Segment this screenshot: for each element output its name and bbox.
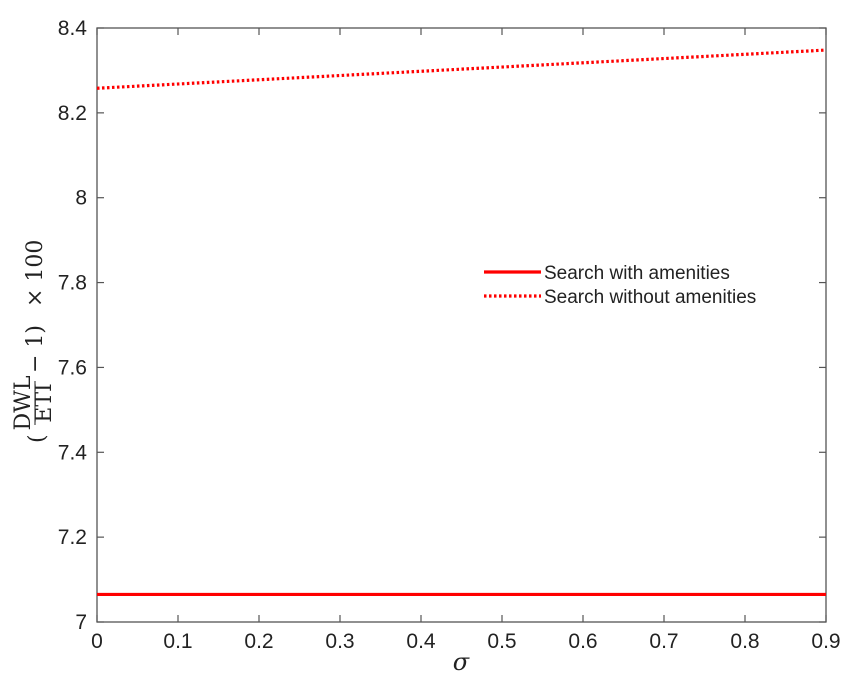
y-axis-label-times-100: × 100 bbox=[23, 240, 48, 307]
x-tick-label: 0.7 bbox=[649, 630, 678, 653]
y-tick-label: 7 bbox=[75, 611, 87, 634]
legend-label: Search with amenities bbox=[544, 263, 730, 284]
plot-area bbox=[96, 27, 827, 623]
y-axis-label: ( DWL ETI − 1) × 100 bbox=[11, 240, 57, 443]
legend: Search with amenities Search without amen… bbox=[484, 263, 756, 308]
x-tick-label: 0 bbox=[91, 630, 103, 653]
y-axis-label-numerator: DWL bbox=[11, 375, 36, 430]
y-axis-label-minus-one: − 1) bbox=[23, 325, 48, 373]
x-tick-label: 0.2 bbox=[244, 630, 273, 653]
x-tick-label: 0.4 bbox=[406, 630, 436, 653]
x-tick-label: 0.8 bbox=[730, 630, 759, 653]
x-tick-label: 0.6 bbox=[568, 630, 597, 653]
y-tick-label: 7.2 bbox=[58, 526, 87, 549]
ticks-layer: 0 0.1 0.2 0.3 0.4 0.5 0.6 0.7 0.8 0.9 7 7.2 7.4 7.6 7.… bbox=[58, 17, 841, 653]
y-tick-label: 7.6 bbox=[58, 356, 87, 379]
x-tick-label: 0.5 bbox=[487, 630, 516, 653]
y-tick-label: 7.4 bbox=[58, 441, 88, 464]
x-axis-label: σ bbox=[453, 648, 470, 676]
y-axis-label-denominator: ETI bbox=[32, 383, 57, 422]
x-tick-label: 0.9 bbox=[811, 630, 840, 653]
series-line-without-amenities bbox=[96, 48, 827, 90]
y-axis-label-open-paren: ( bbox=[25, 434, 50, 443]
y-tick-label: 7.8 bbox=[58, 272, 87, 295]
y-tick-label: 8 bbox=[75, 187, 87, 210]
legend-label: Search without amenities bbox=[544, 287, 756, 308]
series-layer bbox=[96, 48, 827, 597]
y-tick-label: 8.4 bbox=[58, 17, 88, 40]
x-tick-label: 0.1 bbox=[163, 630, 192, 653]
x-tick-label: 0.3 bbox=[325, 630, 354, 653]
y-tick-label: 8.2 bbox=[58, 102, 87, 125]
